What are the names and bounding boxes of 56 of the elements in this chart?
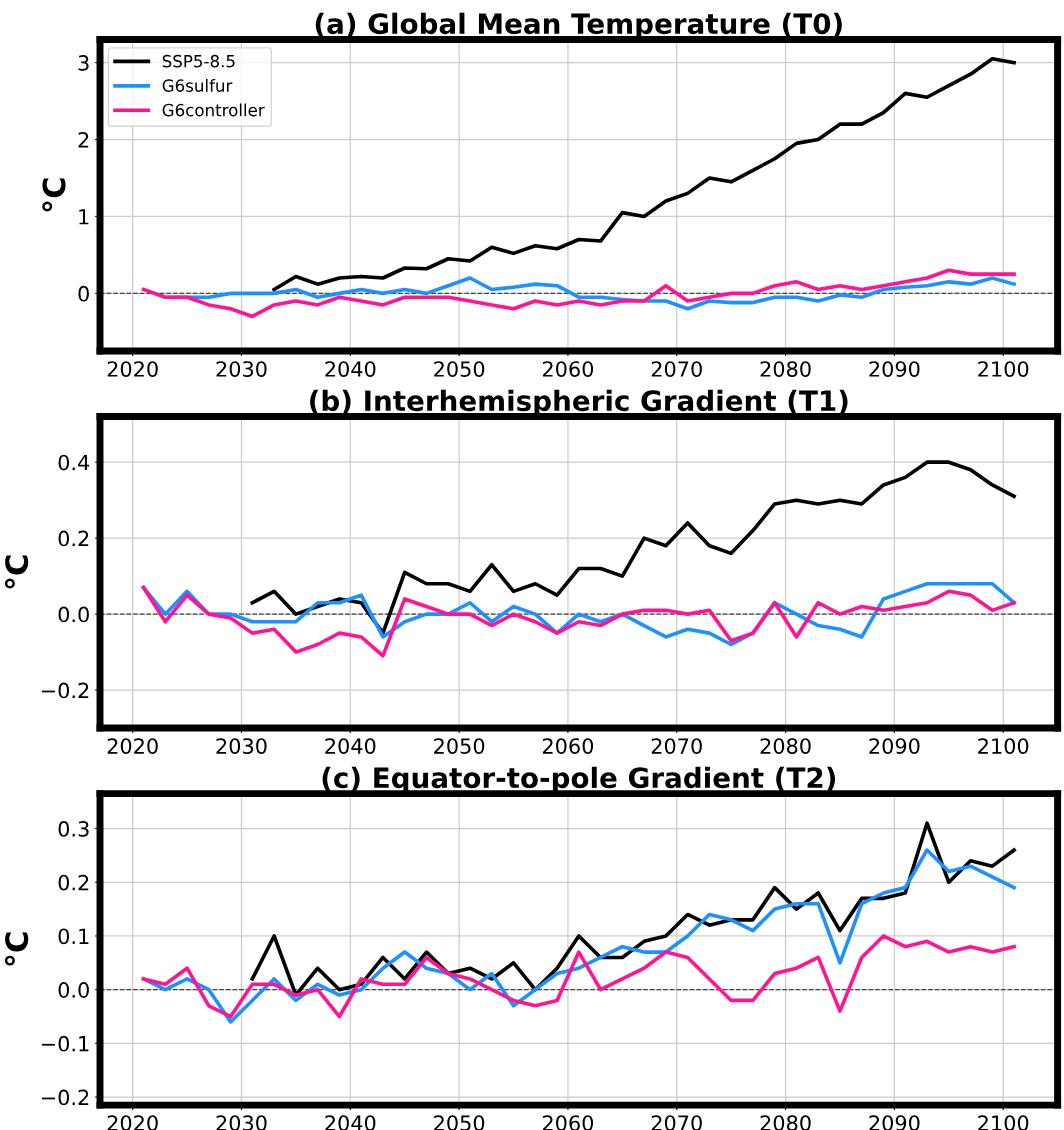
y-axis-title: °C	[4, 932, 29, 966]
line-series	[272, 56, 1016, 292]
y-tick-label: 0.0	[58, 606, 89, 623]
x-tick-label: 2040	[325, 361, 376, 377]
y-tick-label: −0.2	[41, 682, 89, 699]
x-tick-label: 2100	[978, 738, 1029, 754]
x-tick-label: 2040	[325, 738, 376, 754]
x-tick-label: 2100	[978, 1115, 1029, 1130]
x-tick-label: 2100	[978, 361, 1029, 377]
line-series	[141, 585, 1016, 658]
x-tick-label: 2050	[434, 738, 485, 754]
x-tick-label: 2050	[434, 1115, 485, 1130]
x-tick-label: 2030	[216, 1115, 267, 1130]
y-tick-label: 3	[78, 55, 89, 71]
x-tick-label: 2020	[107, 361, 158, 377]
line-series	[250, 460, 1016, 635]
x-tick-label: 2020	[107, 738, 158, 754]
x-tick-label: 2030	[216, 361, 267, 377]
x-tick-label: 2080	[760, 738, 811, 754]
chart-title: (a) Global Mean Temperature (T0)	[315, 12, 842, 40]
x-tick-label: 2080	[760, 1115, 811, 1130]
legend-label: SSP5-8.5	[162, 54, 235, 68]
y-tick-label: 0	[78, 285, 89, 302]
x-tick-label: 2050	[434, 361, 485, 377]
y-tick-label: −0.2	[41, 1089, 89, 1106]
x-tick-label: 2090	[869, 1115, 920, 1130]
y-tick-label: −0.1	[41, 1035, 89, 1052]
x-tick-label: 2080	[760, 361, 811, 377]
x-tick-label: 2060	[542, 1115, 594, 1130]
y-tick-label: 0.2	[58, 874, 89, 891]
y-tick-label: 0.3	[58, 821, 89, 837]
x-tick-label: 2070	[651, 1115, 702, 1130]
x-tick-label: 2090	[869, 361, 920, 377]
y-tick-label: 0.2	[58, 530, 89, 547]
y-axis-title: °C	[42, 178, 66, 212]
y-tick-label: 1	[79, 209, 89, 225]
y-tick-label: 0.0	[58, 982, 89, 998]
y-tick-label: 0.4	[58, 454, 90, 471]
y-tick-label: 2	[78, 131, 89, 148]
x-tick-label: 2090	[869, 738, 920, 754]
line-series	[141, 848, 1016, 1024]
x-tick-label: 2060	[542, 361, 594, 377]
line-series	[141, 934, 1016, 1019]
chart-title: (c) Equator-to-pole Gradient (T2)	[322, 766, 836, 794]
line-series	[141, 268, 1016, 319]
x-tick-label: 2020	[107, 1115, 158, 1130]
legend-label: G6controller	[162, 103, 265, 117]
x-tick-label: 2030	[216, 738, 267, 754]
x-tick-label: 2070	[651, 361, 702, 377]
chart-title: (b) Interhemispheric Gradient (T1)	[310, 389, 848, 417]
y-axis-title: °C	[4, 555, 29, 589]
x-tick-label: 2040	[325, 1115, 376, 1130]
y-tick-label: 0.1	[58, 928, 89, 945]
x-tick-label: 2070	[651, 738, 702, 754]
legend-label: G6sulfur	[162, 79, 233, 92]
x-tick-label: 2060	[542, 738, 594, 754]
